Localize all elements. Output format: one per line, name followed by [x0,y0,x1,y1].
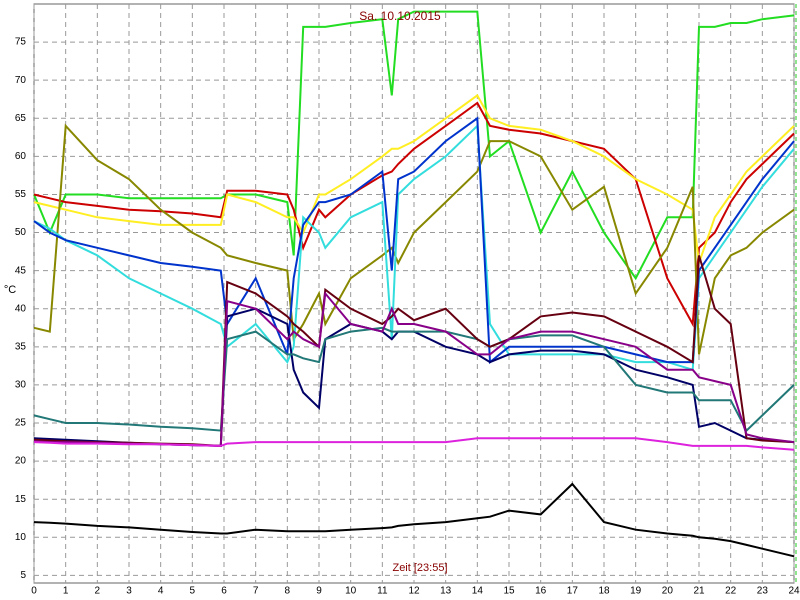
x-tick-label: 14 [472,586,484,597]
y-axis-label: °C [4,284,16,296]
x-tick-label: 2 [95,586,101,597]
y-tick-label: 20 [15,456,27,467]
x-tick-label: 6 [221,586,227,597]
y-tick-label: 40 [15,303,27,314]
y-tick-label: 75 [15,37,27,48]
x-tick-label: 21 [693,586,705,597]
x-tick-label: 22 [725,586,737,597]
x-tick-label: 9 [316,586,322,597]
y-tick-label: 35 [15,341,27,352]
x-tick-label: 19 [630,586,642,597]
series-line [33,437,795,451]
x-axis-label: Zeit [23:55] [392,562,447,574]
x-tick-label: 3 [126,586,132,597]
x-tick-label: 11 [377,586,388,597]
x-tick-label: 15 [503,586,515,597]
y-tick-label: 10 [15,532,27,543]
y-tick-label: 55 [15,189,27,200]
series-line [33,326,795,433]
grid [33,4,795,583]
series-line [33,101,795,328]
series-lines [33,10,795,558]
x-tick-label: 13 [440,586,452,597]
y-tick-label: 50 [15,227,27,238]
y-tick-label: 30 [15,380,27,391]
y-tick-label: 15 [15,494,27,505]
x-tick-label: 4 [158,586,164,597]
y-tick-label: 45 [15,265,27,276]
x-tick-label: 18 [598,586,610,597]
x-tick-label: 16 [535,586,547,597]
y-tick-label: 60 [15,151,27,162]
x-tick-label: 23 [757,586,769,597]
y-tick-label: 70 [15,75,27,86]
x-tick-label: 24 [788,586,800,597]
x-tick-label: 17 [567,586,579,597]
x-tick-label: 1 [63,586,69,597]
y-tick-label: 65 [15,113,27,124]
y-tick-label: 25 [15,418,27,429]
x-tick-label: 20 [662,586,674,597]
x-tick-label: 12 [408,586,420,597]
series-line [33,10,795,281]
x-tick-label: 10 [345,586,357,597]
y-tick-label: 5 [20,570,26,581]
x-tick-label: 5 [190,586,196,597]
x-tick-label: 0 [31,586,37,597]
x-tick-label: 7 [253,586,259,597]
chart-title: Sa. 10.10.2015 [359,9,441,23]
series-line [33,482,795,558]
x-tick-label: 8 [285,586,291,597]
